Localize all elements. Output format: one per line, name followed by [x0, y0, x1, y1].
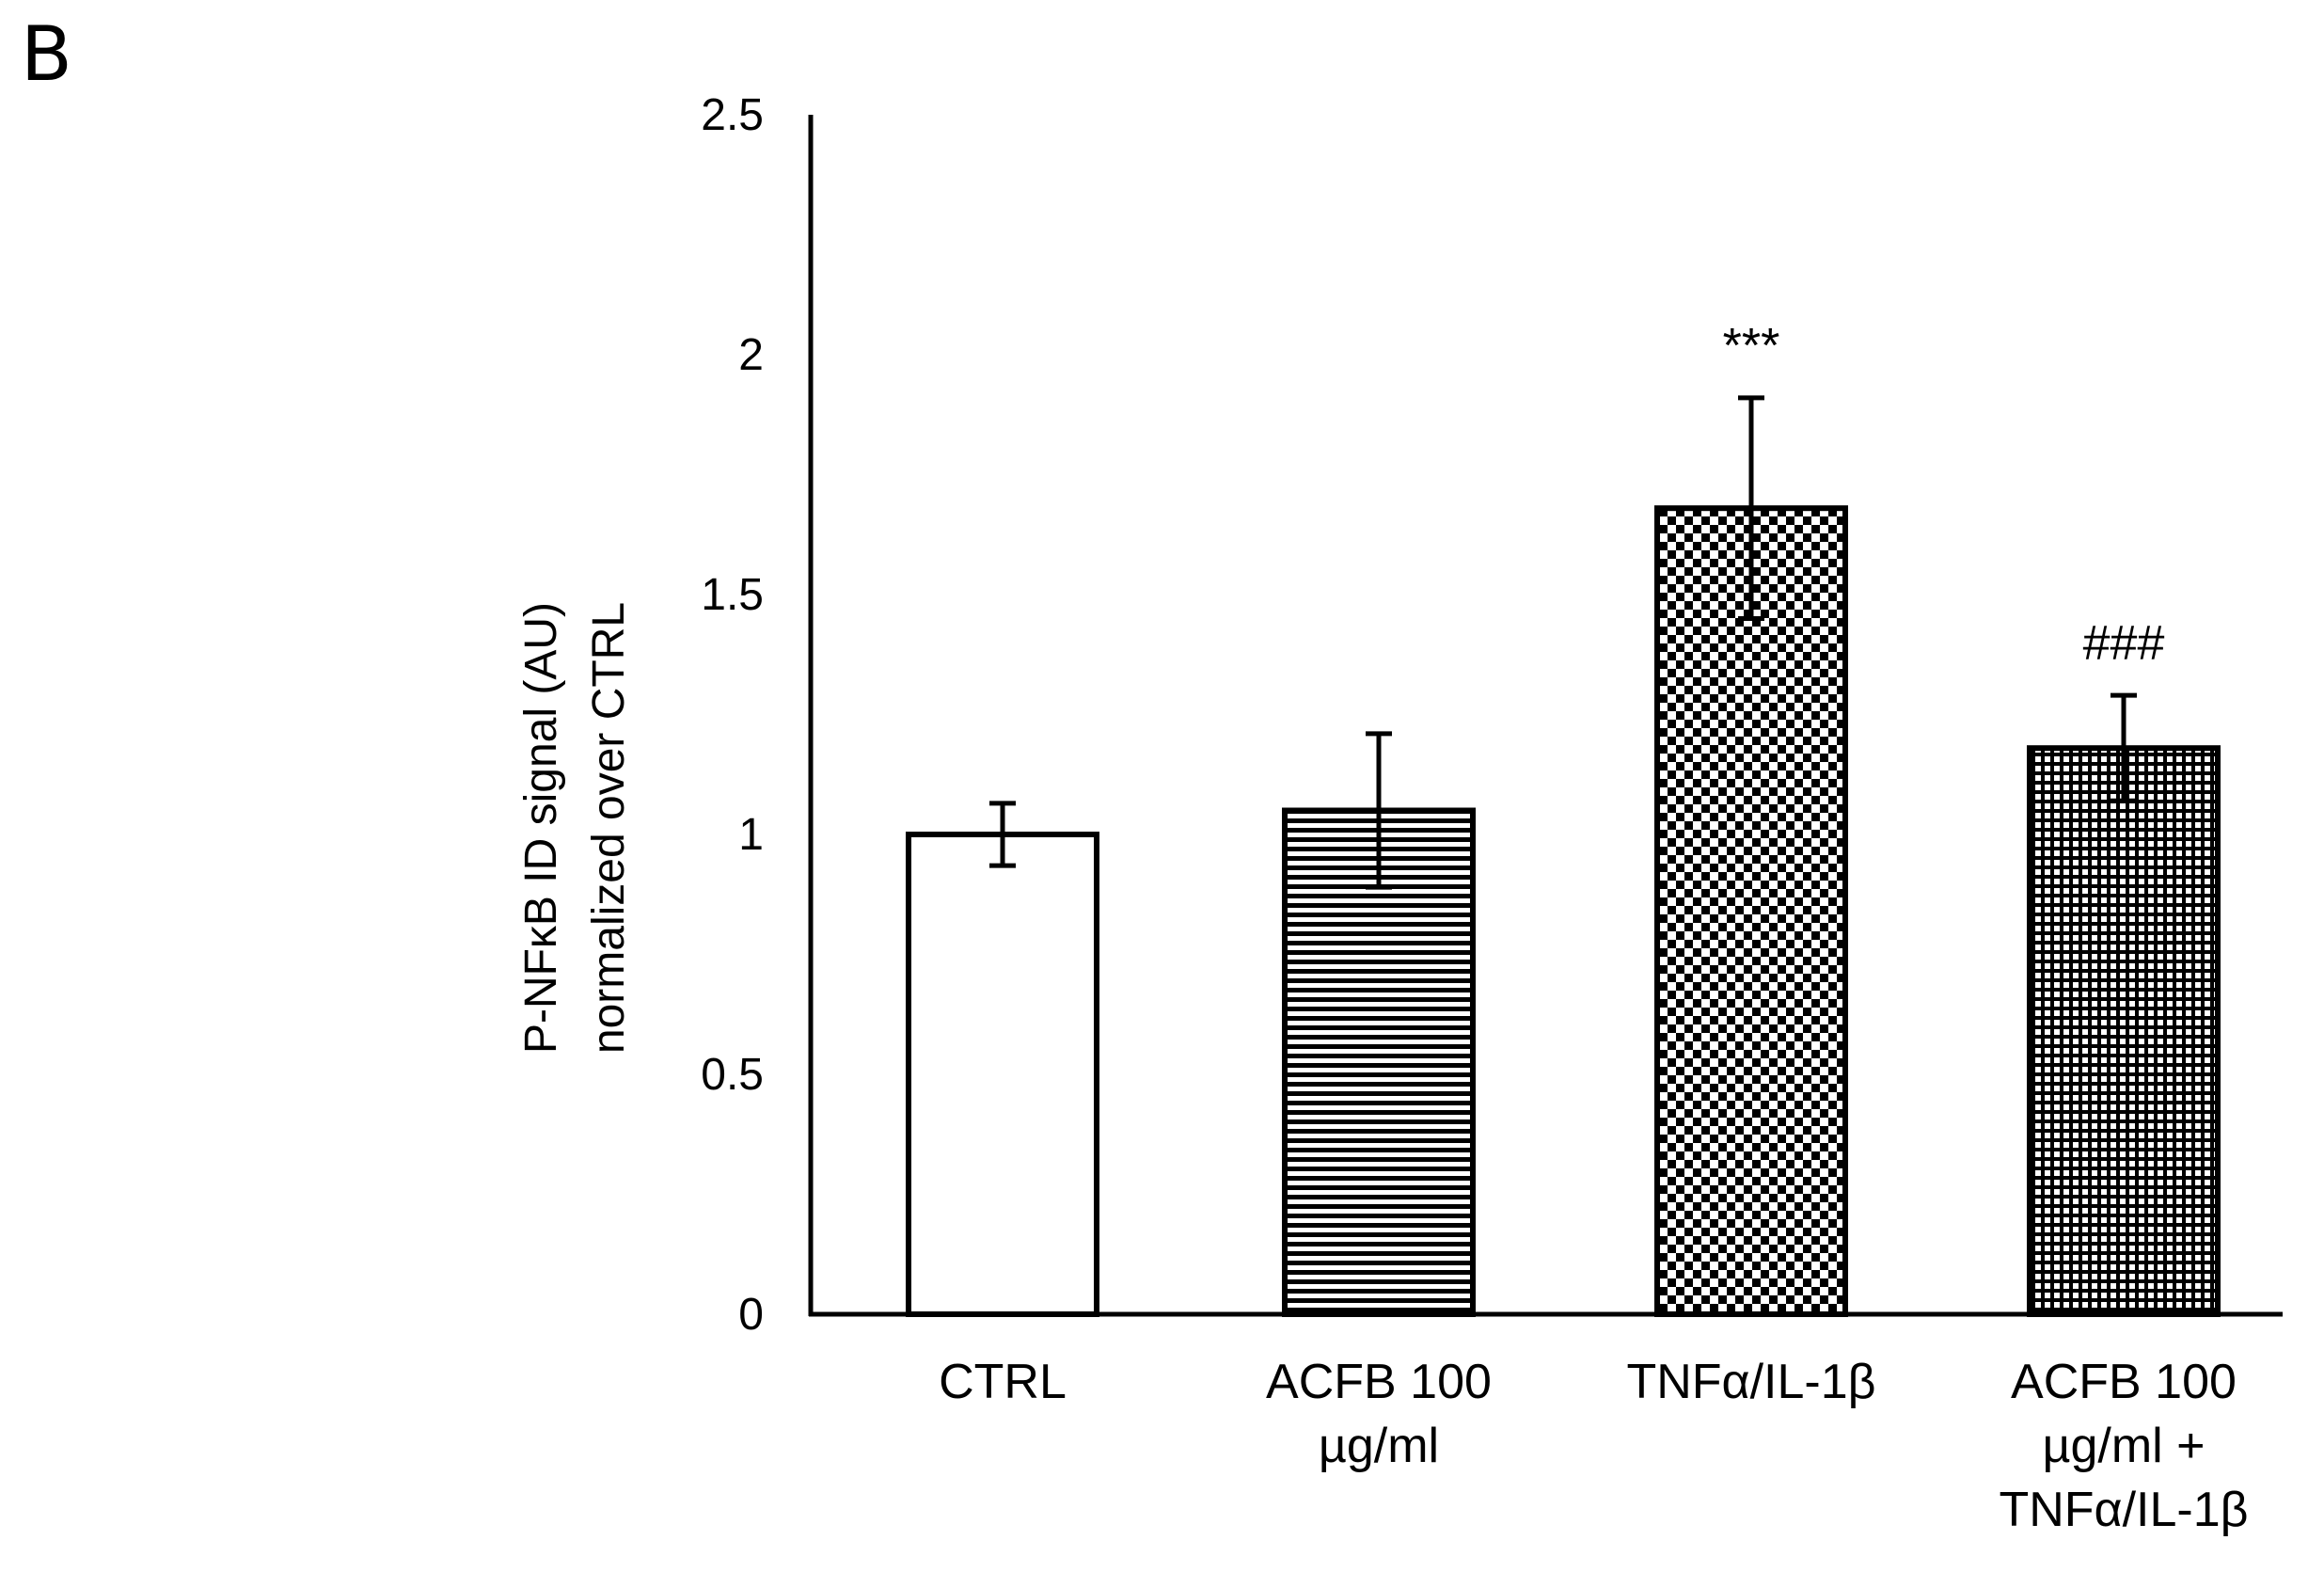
axes-layer [808, 115, 2283, 1317]
x-category-label-line: TNFα/IL-1β [1999, 1483, 2249, 1537]
y-tick-label: 2.5 [701, 90, 764, 140]
y-ticks-layer: 0 0.5 1 1.5 2 2.5 [701, 90, 764, 1340]
y-tick-label: 1.5 [701, 570, 764, 620]
y-tick-label: 0 [738, 1290, 764, 1340]
x-category-label-line: µg/ml [1318, 1419, 1440, 1473]
significance-annotation-3: *** [1723, 319, 1780, 373]
bars-layer [906, 505, 2221, 1317]
y-tick-label: 0.5 [701, 1050, 764, 1100]
significance-annotation-4: ### [2083, 616, 2165, 671]
panel-label: B [21, 10, 72, 98]
x-category-label-line: ACFB 100 [2011, 1355, 2237, 1409]
y-tick-label: 2 [738, 330, 764, 380]
bar-2 [1282, 807, 1476, 1317]
x-category-label-4: ACFB 100 µg/ml + TNFα/IL-1β [1954, 1350, 2293, 1542]
error-bars-layer [989, 395, 2137, 890]
y-tick-label: 1 [738, 810, 764, 860]
bar-4 [2027, 745, 2221, 1317]
x-category-label-line: CTRL [939, 1355, 1067, 1409]
x-category-label-3: TNFα/IL-1β [1582, 1350, 1921, 1414]
x-category-label-2: ACFB 100 µg/ml [1209, 1350, 1548, 1478]
x-category-label-line: TNFα/IL-1β [1626, 1355, 1876, 1409]
bar-3 [1654, 505, 1848, 1317]
annotations-layer: *** ### [1723, 319, 2165, 671]
bar-1 [906, 832, 1099, 1317]
x-category-label-line: µg/ml + [2042, 1419, 2205, 1473]
x-category-label-line: ACFB 100 [1266, 1355, 1492, 1409]
x-category-label-1: CTRL [833, 1350, 1172, 1414]
